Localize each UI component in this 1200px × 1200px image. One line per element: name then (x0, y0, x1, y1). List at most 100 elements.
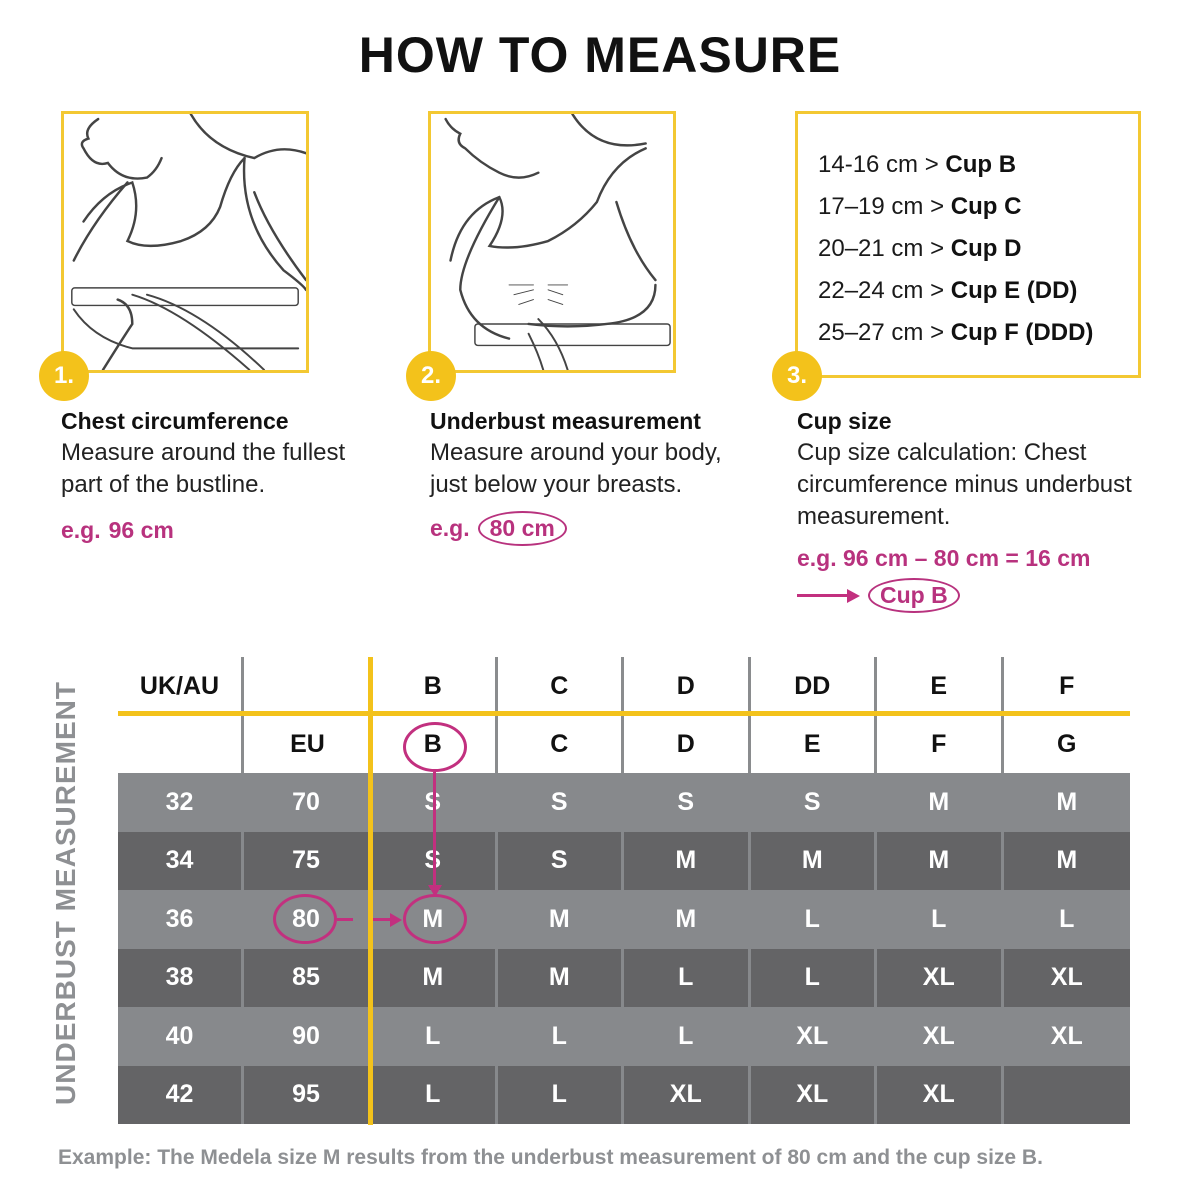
highlight-oval: 80 cm (477, 511, 567, 546)
underbust-axis-label: UNDERBUST MEASUREMENT (50, 681, 81, 1105)
table-cell: G (1003, 715, 1130, 773)
table-cell: DD (750, 657, 877, 715)
table-cell: 32 (118, 773, 244, 832)
arrow-right-icon (390, 913, 402, 927)
step-heading: Chest circumference (61, 408, 289, 434)
table-cell: C (497, 657, 624, 715)
table-cell: C (497, 715, 624, 773)
table-cell: L (371, 1065, 498, 1124)
table-row: 42 95 L L XL XL XL (118, 1065, 1130, 1124)
table-cell: UK/AU (118, 657, 244, 715)
table-cell: M (1003, 831, 1130, 890)
table-cell: 70 (244, 773, 371, 832)
table-cell: E (877, 657, 1004, 715)
table-cell: XL (877, 1007, 1004, 1066)
table-cell: S (497, 773, 624, 832)
table-cell: M (624, 831, 751, 890)
arrow-down-line (433, 772, 436, 890)
table-cell: M (497, 890, 624, 949)
arrow-right-icon (797, 588, 860, 603)
cup-size-table: 14-16 cm > Cup B 17–19 cm > Cup C 20–21 … (795, 111, 1141, 378)
table-cell: L (877, 890, 1004, 949)
underbust-measure-illustration (428, 111, 676, 373)
table-cell: M (371, 948, 498, 1007)
table-cell: 90 (244, 1007, 371, 1066)
table-cell: L (624, 948, 751, 1007)
step-description: Cup size calculation: Chest circumferenc… (797, 439, 1132, 530)
highlight-ring-cup-b (403, 722, 467, 772)
table-cell: F (877, 715, 1004, 773)
table-cell: D (624, 657, 751, 715)
arrow-right-line (337, 918, 353, 921)
table-cell: XL (750, 1065, 877, 1124)
table-cell: M (1003, 773, 1130, 832)
table-cell: B (371, 657, 498, 715)
footer-note: Example: The Medela size M results from … (58, 1146, 1043, 1169)
step-3-text: Cup size Cup size calculation: Chest cir… (797, 405, 1167, 613)
table-cell: D (624, 715, 751, 773)
step-heading: Underbust measurement (430, 408, 701, 434)
chest-measure-illustration (61, 111, 309, 373)
eu-header-row: EU B C D E F G (118, 715, 1130, 773)
step-heading: Cup size (797, 408, 892, 434)
table-cell: 85 (244, 948, 371, 1007)
table-cell: L (1003, 890, 1130, 949)
table-row: 38 85 M M L L XL XL (118, 948, 1130, 1007)
table-cell: L (371, 1007, 498, 1066)
table-cell: S (624, 773, 751, 832)
header-divider-line (118, 711, 1130, 716)
step-2-text: Underbust measurement Measure around you… (430, 405, 770, 546)
column-divider-line (368, 657, 373, 1125)
table-cell: 75 (244, 831, 371, 890)
table-cell: XL (877, 948, 1004, 1007)
table-cell: L (497, 1065, 624, 1124)
table-cell: M (877, 773, 1004, 832)
highlight-ring-80 (273, 894, 337, 944)
table-cell: 38 (118, 948, 244, 1007)
cup-row: 25–27 cm > Cup F (DDD) (818, 319, 1094, 346)
cup-calc-example: e.g. 96 cm – 80 cm = 16 cm (797, 545, 1091, 571)
table-cell: L (497, 1007, 624, 1066)
cup-result: Cup B (797, 578, 1167, 613)
table-cell: L (750, 890, 877, 949)
table-cell: EU (244, 715, 371, 773)
table-cell: 36 (118, 890, 244, 949)
highlight-ring-size-m (403, 894, 467, 944)
table-cell: F (1003, 657, 1130, 715)
table-cell: M (750, 831, 877, 890)
arrow-right-line (373, 918, 393, 921)
step-example: e.g. 96 cm (61, 517, 174, 543)
step-example: e.g. 80 cm (430, 511, 770, 546)
cup-row: 14-16 cm > Cup B (818, 151, 1017, 178)
table-cell: XL (750, 1007, 877, 1066)
cup-row: 22–24 cm > Cup E (DD) (818, 277, 1078, 304)
table-cell: M (877, 831, 1004, 890)
table-cell: S (750, 773, 877, 832)
step-description: Measure around the fullest part of the b… (61, 439, 346, 498)
step-description: Measure around your body, just below you… (430, 439, 722, 498)
table-cell: L (624, 1007, 751, 1066)
size-chart: UK/AU B C D DD E F EU B C D E F G 32 70 S… (118, 657, 1130, 1124)
highlight-oval: Cup B (868, 578, 960, 613)
table-cell: 42 (118, 1065, 244, 1124)
uk-header-row: UK/AU B C D DD E F (118, 657, 1130, 715)
table-cell: E (750, 715, 877, 773)
table-cell (244, 657, 371, 715)
table-cell: S (497, 831, 624, 890)
step-1-badge: 1. (39, 351, 89, 401)
table-cell (118, 715, 244, 773)
table-cell: XL (1003, 1007, 1130, 1066)
table-cell: L (750, 948, 877, 1007)
table-cell: XL (624, 1065, 751, 1124)
table-cell (1003, 1065, 1130, 1124)
table-cell: 34 (118, 831, 244, 890)
table-cell: M (624, 890, 751, 949)
table-cell: 95 (244, 1065, 371, 1124)
table-row: 40 90 L L L XL XL XL (118, 1007, 1130, 1066)
cup-row: 17–19 cm > Cup C (818, 193, 1022, 220)
table-cell: XL (877, 1065, 1004, 1124)
step-2-badge: 2. (406, 351, 456, 401)
